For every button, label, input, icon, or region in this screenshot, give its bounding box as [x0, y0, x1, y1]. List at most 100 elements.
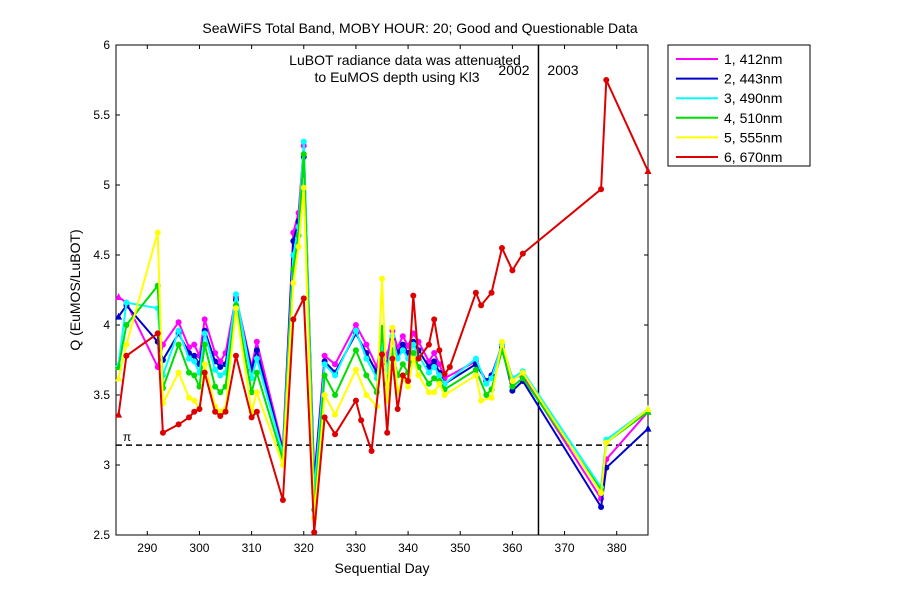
series-point	[431, 389, 438, 396]
legend: 1, 412nm 2, 443nm 3, 490nm 4, 510nm 5, 555nm…	[667, 44, 811, 167]
series-point	[644, 167, 652, 174]
series-point	[332, 392, 339, 398]
series-point	[232, 305, 239, 312]
series-point	[253, 355, 260, 362]
series-point	[441, 371, 448, 377]
series-point	[509, 383, 516, 390]
legend-label: 2, 443nm	[724, 71, 782, 87]
series-point	[352, 327, 359, 334]
series-point	[300, 151, 307, 158]
y-axis-ticks: 2.5 3 3.5 4 4.5 5 5.5 6	[93, 38, 648, 542]
series-point	[509, 378, 516, 384]
series-point	[217, 413, 224, 419]
series-point	[488, 375, 495, 382]
series-point	[253, 347, 260, 354]
legend-label: 1, 412nm	[724, 51, 782, 67]
series-point	[217, 408, 224, 415]
series-point	[175, 327, 182, 334]
series-point	[603, 439, 610, 446]
series-point	[431, 316, 438, 323]
series-point	[389, 355, 396, 362]
series-point	[399, 333, 406, 340]
x-tick-label: 340	[398, 541, 418, 555]
series-point	[399, 347, 406, 354]
series-point	[232, 352, 239, 359]
series-point	[379, 351, 385, 358]
series-point	[321, 361, 328, 368]
series-point	[212, 408, 219, 415]
series-point	[201, 341, 208, 348]
year-label-2002: 2002	[498, 62, 529, 78]
plot-area: 2.5 3 3.5 4 4.5 5 5.5 6 290 300 310 320 330 340 350 36…	[93, 38, 652, 555]
y-tick-label: 4	[103, 318, 110, 332]
x-tick-label: 330	[346, 541, 366, 555]
series-point	[358, 417, 365, 424]
reference-lines	[116, 45, 648, 535]
series-point	[436, 347, 443, 354]
series-point	[159, 429, 166, 436]
legend-box	[667, 44, 811, 167]
series-point	[332, 361, 339, 368]
legend-label: 6, 670nm	[724, 149, 782, 165]
series-point	[175, 319, 182, 326]
x-axis-ticks: 290 300 310 320 330 340 350 360 370 380	[137, 45, 627, 555]
series-point	[212, 383, 219, 390]
series-point	[352, 322, 359, 328]
y-axis-label: Q (EuMOS/LuBOT)	[67, 229, 83, 350]
series-point	[363, 392, 370, 398]
series-point	[425, 380, 432, 387]
series-point	[201, 361, 208, 368]
series-point	[394, 355, 401, 362]
series-point	[115, 374, 123, 382]
series-point	[352, 366, 359, 373]
pi-label: π	[123, 430, 131, 444]
series-point	[123, 299, 130, 306]
x-tick-label: 370	[555, 541, 575, 555]
series-point	[191, 397, 198, 404]
legend-label: 4, 510nm	[724, 110, 782, 126]
series-point	[478, 302, 485, 309]
series-point	[115, 293, 123, 300]
series-point	[436, 380, 443, 387]
series-point	[232, 291, 239, 298]
series-point	[441, 392, 448, 398]
series-point	[290, 280, 297, 286]
series-point	[405, 383, 412, 390]
series-point	[488, 394, 495, 401]
series-line	[117, 140, 649, 494]
series-point	[472, 289, 479, 296]
series-point	[352, 347, 359, 354]
series-point	[290, 316, 297, 323]
series-point	[488, 289, 495, 296]
series-point	[509, 387, 516, 394]
y-tick-label: 5	[103, 178, 110, 192]
series-point	[201, 369, 208, 376]
series-point	[410, 350, 417, 356]
series-point	[405, 378, 412, 384]
series-point	[368, 448, 375, 454]
legend-item: 4, 510nm	[676, 110, 782, 126]
series-point	[399, 341, 406, 348]
series-point	[186, 369, 193, 376]
series-point	[472, 355, 479, 362]
y-tick-label: 6	[103, 38, 110, 52]
series-point	[253, 369, 260, 376]
series-point	[415, 355, 422, 362]
series-point	[598, 186, 605, 193]
series-point	[410, 355, 417, 362]
series-point	[425, 389, 432, 396]
series-point	[332, 411, 339, 418]
series-point	[196, 406, 203, 412]
series-point	[478, 397, 485, 404]
series-point	[123, 341, 130, 348]
series-point	[175, 369, 182, 376]
series-point	[598, 490, 605, 496]
series-point	[321, 392, 328, 398]
series-point	[253, 338, 260, 345]
series-point	[154, 330, 161, 337]
series-point	[217, 358, 224, 365]
series-point	[519, 369, 526, 376]
series-point	[217, 364, 224, 370]
series-point	[436, 361, 443, 368]
